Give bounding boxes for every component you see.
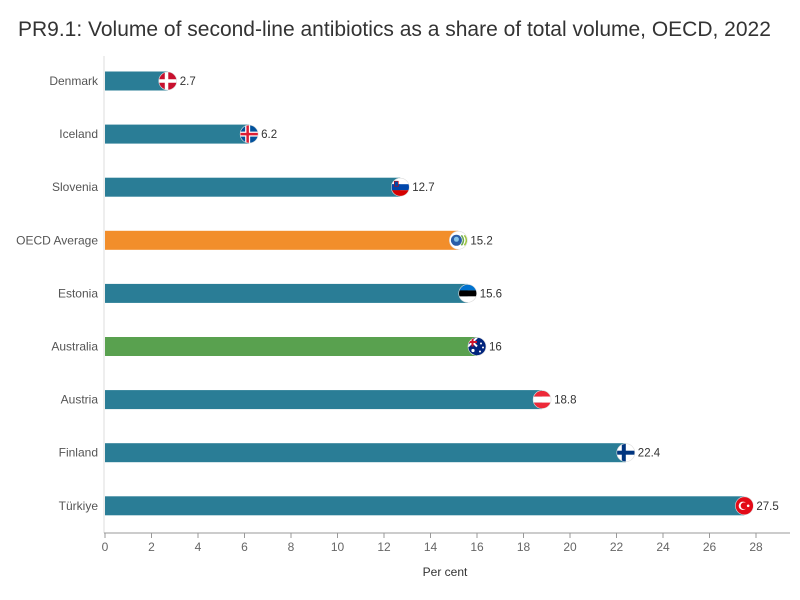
flag-denmark-icon: [158, 72, 177, 90]
bar-row: Austria 18.8: [61, 390, 576, 410]
x-tick-label: 12: [377, 540, 391, 554]
bar: [105, 71, 168, 91]
category-label: Türkiye: [59, 499, 99, 513]
value-label: 27.5: [756, 501, 778, 513]
x-tick-label: 24: [656, 540, 670, 554]
category-label: Estonia: [58, 286, 98, 300]
flag-finland-icon: [616, 443, 635, 462]
x-tick-label: 4: [195, 540, 202, 554]
category-label: OECD Average: [16, 233, 98, 247]
category-label: Finland: [59, 446, 98, 460]
x-tick-label: 20: [563, 540, 577, 554]
flag-turkiye-icon: [735, 496, 754, 515]
bar: [105, 496, 745, 516]
flag-austria-icon: [533, 390, 552, 409]
x-axis-label: Per cent: [423, 565, 468, 579]
x-tick-label: 8: [288, 540, 295, 554]
bar: [105, 443, 626, 463]
x-tick-label: 26: [703, 540, 717, 554]
value-label: 16: [489, 342, 502, 354]
bar: [105, 230, 459, 250]
value-label: 22.4: [638, 448, 661, 460]
bar-row: Denmark 2.7: [49, 71, 196, 91]
x-tick-label: 2: [148, 540, 155, 554]
category-label: Iceland: [59, 127, 98, 141]
x-tick-label: 28: [749, 540, 763, 554]
bar-row: Estonia 15.6: [58, 283, 502, 303]
oecd-logo-icon: [449, 231, 468, 250]
bar-row: Slovenia 12.7: [52, 177, 435, 197]
bar: [105, 124, 250, 144]
chart-title: PR9.1: Volume of second-line antibiotics…: [18, 18, 771, 41]
bar: [105, 337, 477, 356]
x-tick-label: 16: [470, 540, 484, 554]
category-label: Slovenia: [52, 180, 98, 194]
bar: [105, 177, 401, 197]
x-tick-label: 0: [102, 540, 109, 554]
bars-layer: Denmark 2.7 Iceland 6.2 Slovenia 12.7 OECD Ave…: [16, 71, 779, 516]
bar: [105, 390, 543, 410]
x-tick-label: 18: [517, 540, 531, 554]
x-tick-label: 22: [610, 540, 624, 554]
value-label: 15.6: [480, 288, 502, 300]
flag-iceland-icon: [240, 125, 259, 144]
category-label: Australia: [51, 340, 98, 354]
bar-row: Türkiye 27.5: [59, 496, 779, 516]
value-label: 15.2: [470, 235, 492, 247]
flag-estonia-icon: [458, 284, 477, 303]
bar: [105, 283, 468, 303]
x-tick-label: 6: [241, 540, 248, 554]
value-label: 18.8: [554, 395, 576, 407]
value-label: 6.2: [261, 129, 277, 141]
bar-row: OECD Average 15.2: [16, 230, 493, 250]
value-label: 12.7: [412, 182, 434, 194]
bar-row: Iceland 6.2: [59, 124, 277, 144]
flag-slovenia-icon: [391, 178, 410, 197]
category-label: Austria: [61, 393, 99, 407]
bar-row: Australia 16: [51, 337, 502, 356]
x-tick-label: 14: [424, 540, 438, 554]
bar-row: Finland 22.4: [59, 443, 661, 463]
x-tick-label: 10: [331, 540, 345, 554]
x-axis: 0 2 4 6 8 10 12 14 16 18 20 22 24 26 28: [102, 56, 790, 554]
value-label: 2.7: [180, 76, 196, 88]
category-label: Denmark: [49, 74, 99, 88]
